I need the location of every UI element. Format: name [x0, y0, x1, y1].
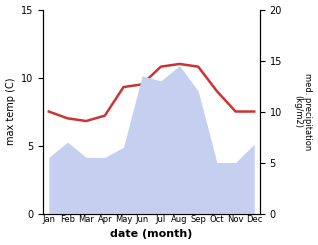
Y-axis label: med. precipitation
(kg/m2): med. precipitation (kg/m2) [293, 73, 313, 150]
Y-axis label: max temp (C): max temp (C) [5, 78, 16, 145]
X-axis label: date (month): date (month) [110, 230, 193, 239]
